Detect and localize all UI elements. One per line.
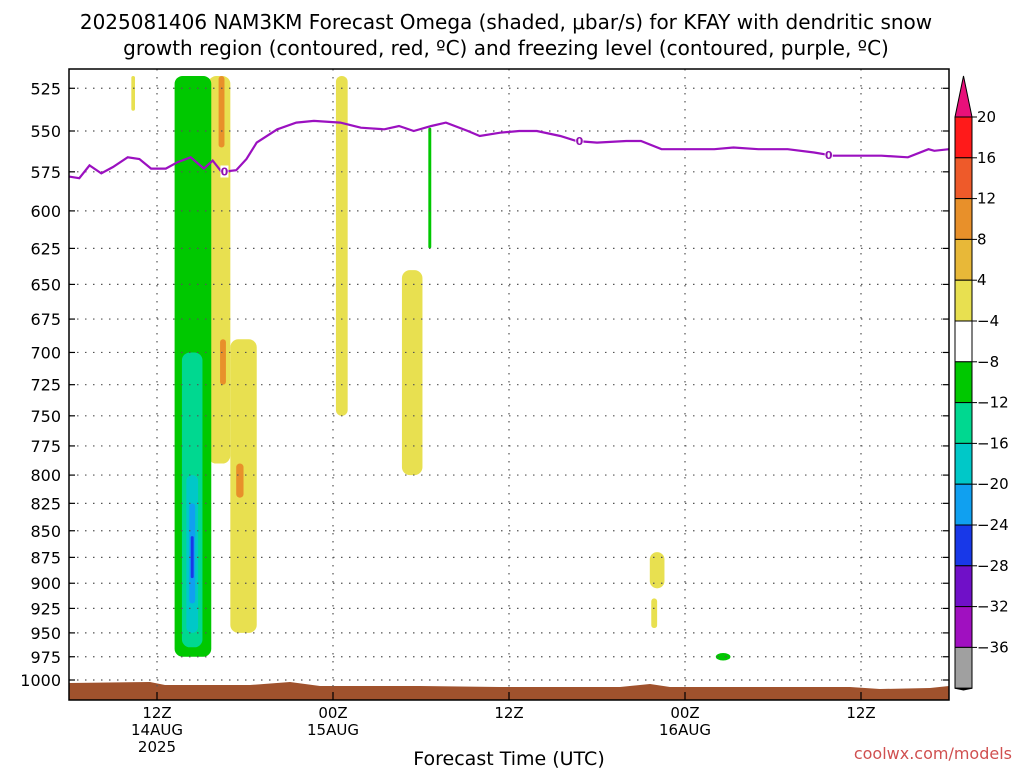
colorbar-segment-12 [954,606,973,648]
grid-lines [69,69,949,700]
omega-region-3 [220,339,226,385]
freezing-label-bg-0 [220,165,229,178]
omega-region-6 [335,75,348,416]
colorbar-label-2: 12 [977,190,996,208]
x-tick-label-24-0: 00Z [318,704,347,722]
colorbar-label-9: −20 [977,475,1009,493]
freezing-label-0: 0 [221,166,229,179]
freezing-label-2: 0 [825,149,833,162]
y-tick-label-700: 700 [30,343,61,362]
y-axis: 525 550 575 600 625 650 675 700 725 750 775 800 825 8… [20,79,949,690]
omega-region-0 [131,75,135,111]
omega-region-2 [218,75,225,148]
colorbar-label-13: −36 [977,638,1009,656]
colorbar-segment-3 [954,238,973,281]
colorbar-label-0: 20 [977,108,996,126]
colorbar-label-8: −16 [977,434,1009,452]
chart-title-line2: growth region (contoured, red, ºC) and f… [123,36,889,60]
omega-region-15 [651,598,658,629]
colorbar-bottom-arrow [954,687,973,691]
colorbar-segment-7 [954,402,973,444]
credit-text: coolwx.com/models [854,744,1012,763]
freezing-level-line [68,119,950,180]
x-tick-label-36-0: 12Z [494,704,523,722]
colorbar-label-10: −24 [977,516,1009,534]
colorbar-label-4: 4 [977,271,987,289]
colorbar-label-11: −28 [977,557,1009,575]
colorbar-label-12: −32 [977,598,1009,616]
omega-region-14 [649,552,665,589]
y-tick-label-600: 600 [30,202,61,221]
x-tick-label-12-0: 12Z [142,704,171,722]
x-tick-label-60-0: 12Z [846,704,875,722]
terrain-fill [69,682,949,700]
colorbar-segment-6 [954,361,973,404]
x-tick-label-48-1: 16AUG [659,721,711,739]
omega-region-13 [428,127,432,249]
y-tick-label-725: 725 [30,376,61,395]
colorbar-label-6: −8 [977,353,999,371]
y-tick-label-675: 675 [30,310,61,329]
y-tick-label-550: 550 [30,122,61,141]
colorbar-label-5: −4 [977,312,999,330]
freezing-label-1: 0 [576,135,584,148]
omega-region-12 [190,536,194,579]
freezing-level: 0 0 0 [68,119,950,180]
y-tick-label-825: 825 [30,494,61,513]
colorbar-segment-5 [954,320,973,363]
colorbar-label-7: −12 [977,394,1009,412]
freezing-label-bg-1 [575,135,584,148]
colorbar-segment-9 [954,483,973,526]
colorbar-segment-1 [954,157,973,200]
colorbar-top-arrow [954,75,973,118]
y-tick-label-900: 900 [30,574,61,593]
colorbar-label-1: 16 [977,149,996,167]
freezing-label-bg-2 [824,148,833,161]
x-tick-label-12-2: 2025 [138,738,176,756]
omega-region-5 [236,463,244,498]
colorbar-segment-13 [954,646,973,689]
colorbar-segment-10 [954,524,973,567]
colorbar-segment-4 [954,279,973,322]
y-tick-label-875: 875 [30,548,61,567]
x-tick-label-12-1: 14AUG [131,721,183,739]
y-tick-label-775: 775 [30,437,61,456]
colorbar-label-3: 8 [977,230,987,248]
y-tick-label-1000: 1000 [20,671,61,690]
chart-title-line1: 2025081406 NAM3KM Forecast Omega (shaded… [80,10,932,34]
y-tick-label-850: 850 [30,522,61,541]
x-tick-label-24-1: 15AUG [307,721,359,739]
x-tick-label-48-0: 00Z [670,704,699,722]
omega-region-16 [715,652,731,661]
colorbar-segment-0 [954,116,973,159]
colorbar: 20 16 12 8 4 −4 −8 −12 −16 −20 −24 −28 −32 −36 [954,75,1009,691]
y-tick-label-950: 950 [30,624,61,643]
colorbar-segment-11 [954,565,973,608]
x-axis-label: Forecast Time (UTC) [413,748,604,768]
omega-region-7 [401,270,423,476]
y-tick-label-925: 925 [30,599,61,618]
y-tick-label-575: 575 [30,163,61,182]
y-tick-label-650: 650 [30,275,61,294]
y-tick-label-750: 750 [30,407,61,426]
y-tick-label-625: 625 [30,239,61,258]
terrain-shape [69,682,949,700]
y-tick-label-525: 525 [30,79,61,98]
colorbar-segment-8 [954,442,973,485]
y-tick-label-975: 975 [30,648,61,667]
y-tick-label-800: 800 [30,466,61,485]
colorbar-segment-2 [954,198,973,240]
